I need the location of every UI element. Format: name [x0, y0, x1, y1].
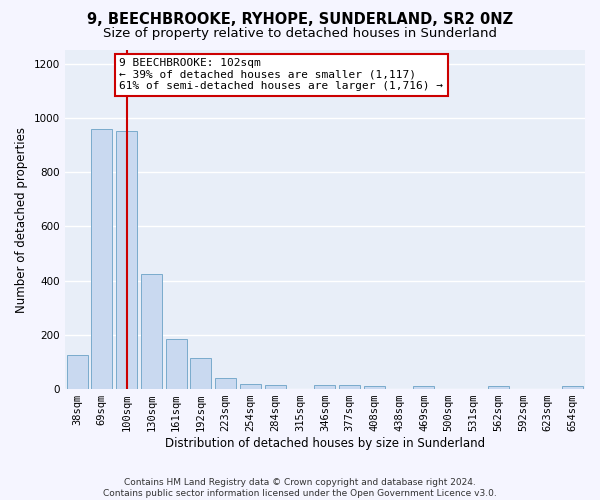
Bar: [240, 384, 261, 389]
Bar: [91, 128, 112, 389]
Bar: [314, 385, 335, 389]
Bar: [166, 339, 187, 389]
X-axis label: Distribution of detached houses by size in Sunderland: Distribution of detached houses by size …: [165, 437, 485, 450]
Bar: [339, 385, 360, 389]
Bar: [562, 386, 583, 389]
Y-axis label: Number of detached properties: Number of detached properties: [15, 126, 28, 312]
Bar: [141, 274, 162, 389]
Bar: [364, 386, 385, 389]
Bar: [116, 132, 137, 389]
Text: 9 BEECHBROOKE: 102sqm
← 39% of detached houses are smaller (1,117)
61% of semi-d: 9 BEECHBROOKE: 102sqm ← 39% of detached …: [119, 58, 443, 92]
Bar: [67, 355, 88, 389]
Text: 9, BEECHBROOKE, RYHOPE, SUNDERLAND, SR2 0NZ: 9, BEECHBROOKE, RYHOPE, SUNDERLAND, SR2 …: [87, 12, 513, 28]
Bar: [190, 358, 211, 389]
Bar: [215, 378, 236, 389]
Bar: [265, 385, 286, 389]
Bar: [488, 386, 509, 389]
Text: Size of property relative to detached houses in Sunderland: Size of property relative to detached ho…: [103, 28, 497, 40]
Bar: [413, 386, 434, 389]
Text: Contains HM Land Registry data © Crown copyright and database right 2024.
Contai: Contains HM Land Registry data © Crown c…: [103, 478, 497, 498]
